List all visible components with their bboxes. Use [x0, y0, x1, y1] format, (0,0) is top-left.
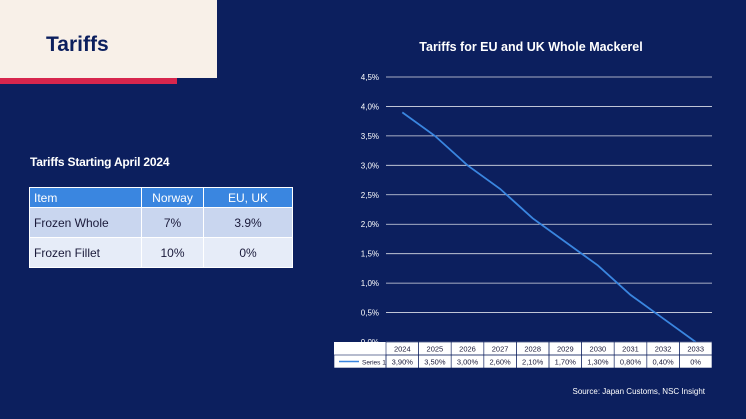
- y-tick-label: 2,5%: [361, 191, 379, 200]
- data-label: 3,50%: [424, 358, 446, 367]
- header-eu-uk: EU, UK: [203, 187, 293, 208]
- table-header-row: Item Norway EU, UK: [29, 187, 293, 208]
- title-box: [0, 0, 217, 78]
- chart-title: Tariffs for EU and UK Whole Mackerel: [419, 40, 642, 54]
- table-heading: Tariffs Starting April 2024: [30, 155, 170, 169]
- data-label: 3,90%: [392, 358, 414, 367]
- x-tick-label: 2028: [524, 345, 541, 354]
- y-tick-label: 2,0%: [361, 220, 379, 229]
- x-tick-label: 2033: [687, 345, 704, 354]
- x-tick-label: 2027: [492, 345, 509, 354]
- data-label: 2,60%: [489, 358, 511, 367]
- y-tick-label: 1,5%: [361, 250, 379, 259]
- x-tick-label: 2024: [394, 345, 411, 354]
- header-norway: Norway: [141, 187, 204, 208]
- table-row: Frozen Whole 7% 3.9%: [29, 207, 293, 238]
- source-note: Source: Japan Customs, NSC Insight: [572, 387, 705, 396]
- x-tick-label: 2025: [427, 345, 444, 354]
- y-tick-label: 3,5%: [361, 132, 379, 141]
- data-label: 0,40%: [652, 358, 674, 367]
- data-label: 2,10%: [522, 358, 544, 367]
- y-tick-label: 0,5%: [361, 309, 379, 318]
- cell-norway: 7%: [141, 207, 204, 238]
- cell-item: Frozen Fillet: [29, 237, 142, 268]
- data-label: 0,80%: [620, 358, 642, 367]
- data-label: 3,00%: [457, 358, 479, 367]
- data-label: 1,30%: [587, 358, 609, 367]
- x-tick-label: 2032: [655, 345, 672, 354]
- series-line: [401, 111, 697, 343]
- data-table-cell: [679, 354, 713, 369]
- y-tick-label: 1,0%: [361, 279, 379, 288]
- y-tick-label: 3,0%: [361, 161, 379, 170]
- table-row: Frozen Fillet 10% 0%: [29, 237, 293, 268]
- cell-norway: 10%: [141, 237, 204, 268]
- data-label: 1,70%: [555, 358, 577, 367]
- title-accent-bar: [0, 78, 177, 84]
- legend-label: Series 1: [362, 360, 386, 367]
- slide-title: Tariffs: [46, 33, 109, 56]
- x-tick-label: 2026: [459, 345, 476, 354]
- x-tick-label: 2030: [590, 345, 607, 354]
- tariff-table: Item Norway EU, UK Frozen Whole 7% 3.9% …: [29, 187, 293, 268]
- x-tick-label: 2029: [557, 345, 574, 354]
- cell-eu-uk: 0%: [203, 237, 293, 268]
- x-tick-label: 2031: [622, 345, 639, 354]
- cell-item: Frozen Whole: [29, 207, 142, 238]
- header-item: Item: [29, 187, 142, 208]
- cell-eu-uk: 3.9%: [203, 207, 293, 238]
- data-label: 0%: [690, 358, 701, 367]
- y-tick-label: 4,5%: [361, 73, 379, 82]
- y-tick-label: 4,0%: [361, 102, 379, 111]
